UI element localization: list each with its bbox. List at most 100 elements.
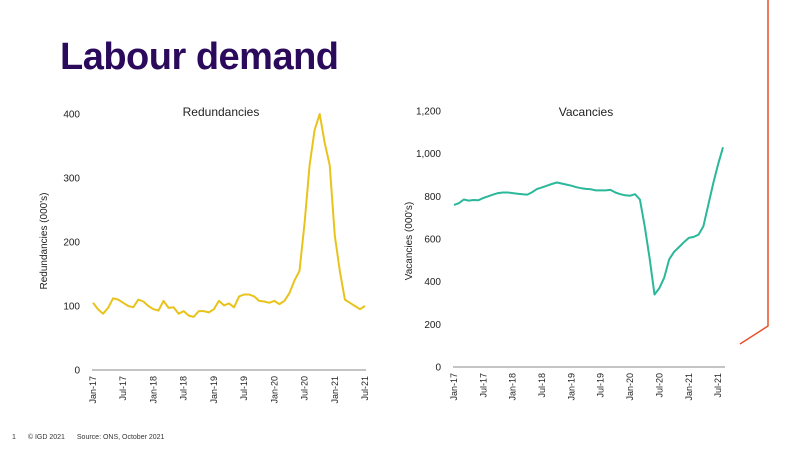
data-point [580,187,582,189]
data-point [595,189,597,191]
data-point [517,193,519,195]
data-point [507,192,509,194]
data-point [463,199,465,201]
data-point [654,294,656,296]
data-point [649,257,651,259]
data-point [541,186,543,188]
data-point [556,182,558,184]
data-point [619,193,621,195]
x-tick-label: Jan-18 [508,373,518,401]
x-tick-label: Jul-18 [537,373,547,398]
copyright: © IGD 2021 [27,434,65,441]
data-point [702,225,704,227]
data-point [590,188,592,190]
y-tick-label: 800 [424,192,441,203]
data-point [561,183,563,185]
data-point [522,193,524,195]
series-line-vacancies [453,147,724,296]
data-point [482,197,484,199]
data-point [600,189,602,191]
x-tick-label: Jul-20 [654,373,664,398]
x-tick-label: Jul-19 [239,376,249,401]
x-tick-label: Jan-21 [684,373,694,401]
y-tick-label: 400 [424,277,441,288]
y-tick-label: 1,200 [416,107,441,118]
data-point [453,204,455,206]
x-tick-label: Jul-20 [300,376,310,401]
chart-title: Redundancies [183,105,260,119]
x-tick-label: Jan-17 [449,373,459,401]
data-point [634,193,636,195]
y-tick-label: 200 [63,238,80,249]
x-tick-label: Jan-20 [625,373,635,401]
data-point [683,241,685,243]
data-point [614,192,616,194]
data-point [502,192,504,194]
data-point [673,251,675,253]
data-point [487,195,489,197]
page-number: 1 [12,434,16,441]
data-point [536,188,538,190]
data-point [585,188,587,190]
data-point [707,204,709,206]
x-tick-label: Jul-17 [118,376,128,401]
y-axis-label: Vacancies (000's) [404,202,415,280]
data-point [492,194,494,196]
data-point [546,185,548,187]
data-point [658,287,660,289]
data-point [473,199,475,201]
data-point [639,199,641,201]
data-point [610,189,612,191]
x-tick-label: Jul-21 [713,373,723,398]
y-tick-label: 1,000 [416,149,441,160]
data-point [678,246,680,248]
source-note: Source: ONS, October 2021 [76,434,165,441]
data-point [668,258,670,260]
data-point [551,183,553,185]
x-tick-label: Jan-21 [330,376,340,404]
data-point [717,163,719,165]
x-tick-label: Jul-21 [360,376,370,401]
data-point [663,276,665,278]
data-point [497,192,499,194]
y-tick-label: 600 [424,235,441,246]
data-point [570,185,572,187]
y-axis-label: Redundancies (000's) [39,193,50,290]
footer: 1 © IGD 2021 Source: ONS, October 2021 [12,434,174,441]
data-point [478,199,480,201]
x-tick-label: Jan-19 [566,373,576,401]
x-tick-label: Jan-17 [88,376,98,404]
y-tick-label: 0 [74,366,80,377]
y-tick-label: 300 [63,174,80,185]
data-point [644,225,646,227]
x-tick-label: Jan-20 [269,376,279,404]
data-point [512,192,514,194]
x-tick-label: Jan-19 [209,376,219,404]
x-tick-label: Jul-18 [179,376,189,401]
y-tick-label: 100 [63,302,80,313]
y-tick-label: 400 [63,110,80,121]
data-point [566,184,568,186]
data-point [526,194,528,196]
data-point [575,186,577,188]
x-tick-label: Jul-17 [478,373,488,398]
data-point [698,234,700,236]
x-tick-label: Jan-18 [148,376,158,404]
data-point [531,191,533,193]
chart-title: Vacancies [559,105,613,119]
data-point [605,189,607,191]
y-tick-label: 200 [424,320,441,331]
data-point [722,146,724,148]
y-tick-label: 0 [435,363,441,374]
data-point [624,194,626,196]
data-point [458,202,460,204]
data-point [712,183,714,185]
data-point [468,200,470,202]
data-point [688,237,690,239]
x-tick-label: Jul-19 [596,373,606,398]
data-point [693,236,695,238]
slide-title: Labour demand [60,36,339,78]
